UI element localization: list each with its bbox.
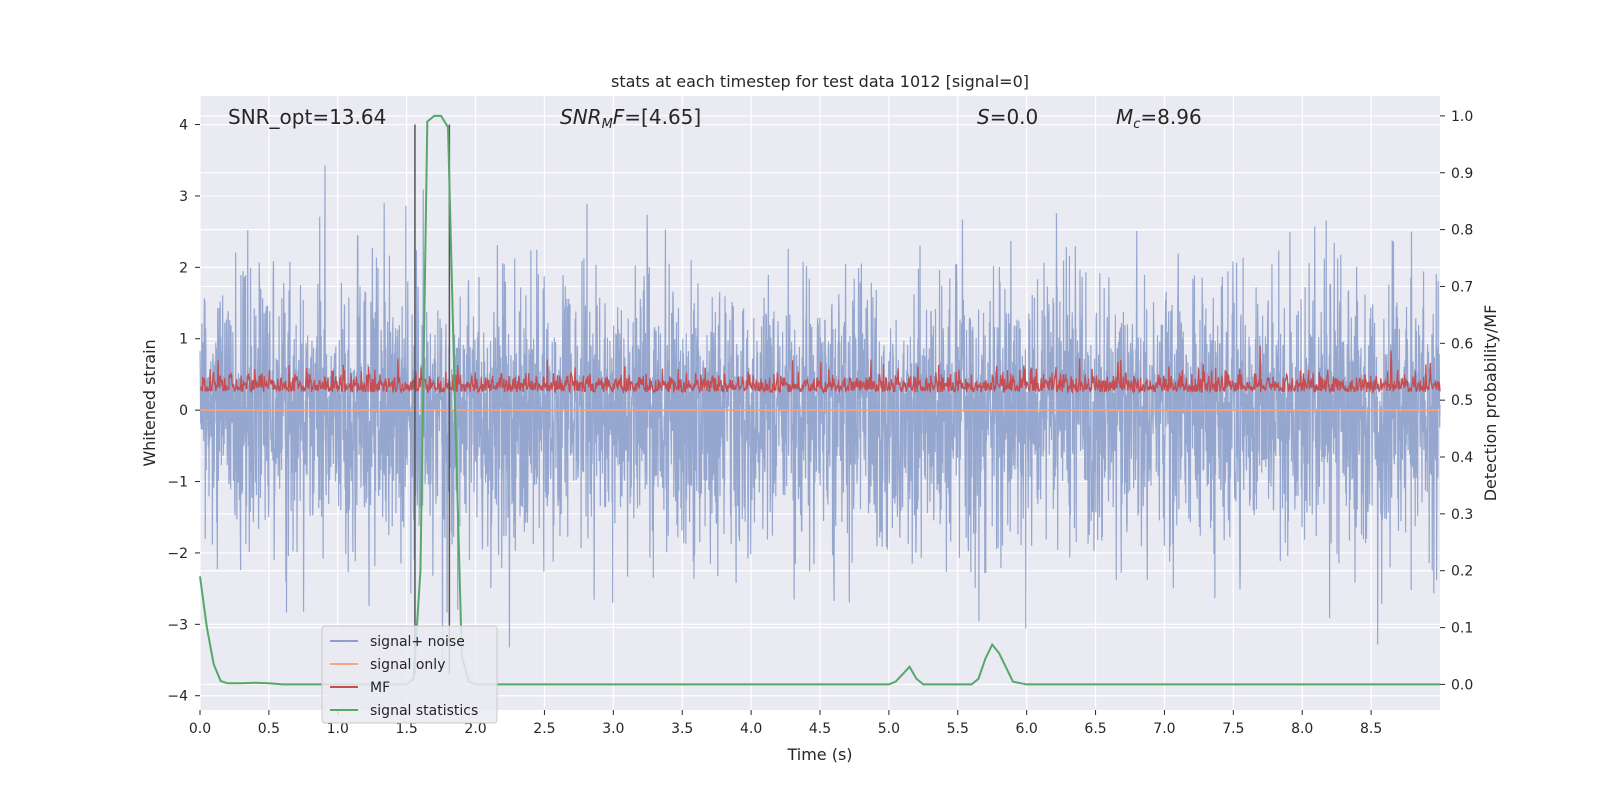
signal-plus-noise-series [199,165,1441,666]
x-tick-label: 3.0 [602,721,624,737]
x-tick-label: 2.5 [533,721,555,737]
y-right-tick-label: 0.1 [1451,621,1473,637]
y-right-tick-label: 0.3 [1451,507,1473,523]
y-right-tick-label: 0.0 [1451,677,1473,693]
mf-series [199,345,1441,395]
x-tick-label: 3.5 [671,721,693,737]
y-right-tick-label: 0.6 [1451,336,1473,352]
y-right-tick-label: 0.5 [1451,393,1473,409]
y-left-tick-label: 3 [179,189,188,205]
y-right-tick-label: 0.8 [1451,223,1473,239]
signal-statistics-series [199,114,1440,686]
legend-label-mf: MF [370,680,390,696]
signal-plus-noise-line [199,165,1441,666]
mf-line [199,345,1441,395]
x-tick-label: 5.5 [947,721,969,737]
x-tick-label: 2.0 [464,721,486,737]
y-left-tick-label: 1 [179,332,188,348]
x-tick-label: 5.0 [878,721,900,737]
x-tick-label: 6.5 [1084,721,1106,737]
legend-label-signal-statistics: signal statistics [370,703,478,719]
y-left-tick-label: 2 [179,260,188,276]
x-tick-label: 7.5 [1222,721,1244,737]
x-axis-label: Time (s) [786,745,852,764]
x-tick-label: 0.5 [258,721,280,737]
y-left-tick-label: 4 [179,118,188,134]
x-tick-label: 8.0 [1291,721,1313,737]
y-right-tick-label: 0.4 [1451,450,1473,466]
annotation-mc: Mc=8.96 [1116,105,1202,132]
x-tick-label: 0.0 [189,721,211,737]
y-left-tick-label: −2 [167,546,188,562]
y-left-tick-label: −1 [167,475,188,491]
x-tick-label: 1.5 [396,721,418,737]
y-right-tick-label: 0.7 [1451,279,1473,295]
x-tick-label: 1.0 [327,721,349,737]
annotation-snr-mf: SNRMF=[4.65] [560,105,701,132]
x-tick-label: 7.0 [1153,721,1175,737]
annotation-s: S=0.0 [977,105,1038,129]
y-left-tick-label: −4 [167,689,188,705]
legend-label-signal-only: signal only [370,657,445,673]
chart-title: stats at each timestep for test data 101… [611,72,1029,91]
x-tick-label: 8.5 [1360,721,1382,737]
legend-label-signal-plus-noise: signal+ noise [370,634,465,650]
y-right-tick-label: 1.0 [1451,109,1473,125]
signal-statistics-line [199,114,1440,686]
y-left-axis-label: Whitened strain [140,339,159,466]
y-right-tick-label: 0.2 [1451,564,1473,580]
x-tick-label: 6.0 [1016,721,1038,737]
y-right-axis-label: Detection probability/MF [1481,305,1500,502]
x-tick-label: 4.0 [740,721,762,737]
x-axis-ticks: 0.0 0.5 1.0 1.5 2.0 2.5 3.0 3.5 4.0 4.5 5.0 5.5 6.0 6… [189,710,1382,737]
annotation-snr-opt: SNR_opt=13.64 [228,105,386,129]
y-left-axis-ticks: 4 3 2 1 0 −1 −2 −3 −4 [167,118,200,705]
y-left-tick-label: −3 [167,617,188,633]
y-left-tick-label: 0 [179,403,188,419]
legend: signal+ noise signal only MF signal stat… [321,625,498,724]
x-tick-label: 4.5 [809,721,831,737]
y-right-tick-label: 0.9 [1451,166,1473,182]
y-right-axis-ticks: 1.0 0.9 0.8 0.7 0.6 0.5 0.4 0.3 0.2 0.1 0.0 [1440,109,1473,693]
legend-frame [321,625,498,724]
